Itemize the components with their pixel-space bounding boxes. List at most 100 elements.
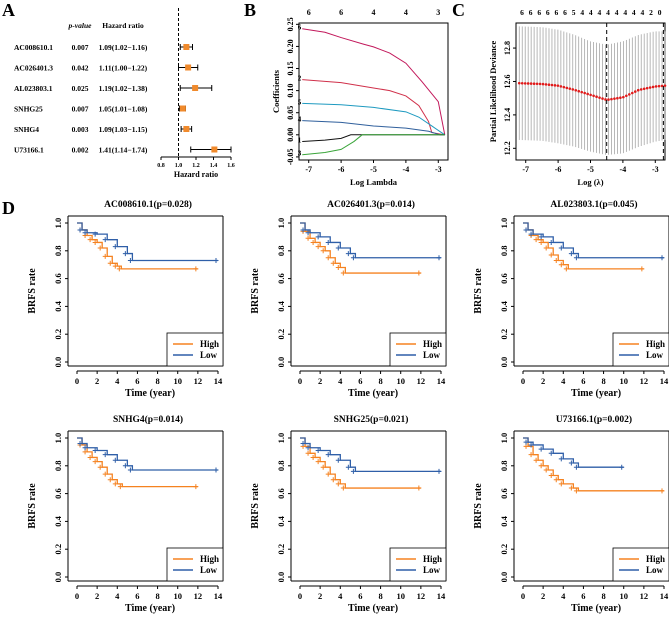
deviance-point: [630, 91, 634, 95]
deviance-point: [610, 97, 613, 101]
gene-label: U73166.1: [14, 146, 44, 155]
x-axis-label: Hazard ratio: [174, 170, 218, 179]
x-tick-label: -4: [620, 165, 627, 174]
deviance-point: [639, 88, 643, 91]
x-tick-label: 14: [437, 376, 446, 386]
top-tick-label: 4: [623, 8, 627, 17]
censor-mark: [548, 450, 554, 456]
x-tick-label: -7: [522, 165, 529, 174]
y-tick-label: 0.10: [286, 84, 295, 98]
deviance-point: [538, 82, 542, 86]
deviance-point: [660, 84, 664, 88]
top-tick-label: 5: [572, 8, 576, 17]
censor-mark: [340, 485, 346, 491]
y-tick-label: 0.8: [53, 460, 63, 471]
coefficient-path: [302, 120, 445, 136]
deviance-point: [628, 93, 631, 96]
y-tick-label: 0.2: [276, 329, 286, 340]
y-tick-label: 0.2: [53, 544, 63, 555]
p-value: 0.025: [72, 84, 89, 93]
censor-mark: [300, 441, 306, 447]
censor-mark: [310, 454, 316, 460]
censor-mark: [213, 467, 219, 473]
censor-mark: [548, 239, 554, 245]
x-tick-label: 4: [561, 591, 566, 601]
column-header-pvalue: p-value: [68, 21, 93, 30]
censor-mark: [325, 239, 331, 245]
censor-mark: [116, 266, 122, 272]
censor-mark: [87, 237, 93, 243]
censor-mark: [315, 244, 321, 250]
y-tick-label: 0.4: [53, 300, 63, 311]
path-label: 4: [298, 116, 302, 124]
x-tick-label: 8: [155, 376, 159, 386]
censor-mark: [77, 227, 83, 233]
x-tick-label: 8: [378, 591, 382, 601]
x-tick-label: 0.8: [157, 163, 165, 169]
censor-mark: [107, 260, 113, 266]
censor-mark: [340, 270, 346, 276]
panel-label-a: A: [2, 0, 15, 20]
censor-mark: [528, 231, 534, 237]
deviance-point: [619, 96, 622, 100]
censor-mark: [82, 449, 88, 455]
deviance-point: [580, 90, 584, 94]
y-tick-label: 0.6: [499, 488, 509, 499]
censor-mark: [112, 244, 118, 250]
censor-mark: [330, 477, 336, 483]
censor-mark: [335, 481, 341, 487]
y-tick-label: 0.05: [286, 106, 295, 120]
x-tick-label: 6: [135, 591, 139, 601]
x-tick-label: 10: [396, 376, 405, 386]
x-axis-label: Log (λ): [577, 177, 603, 187]
legend-box: [612, 332, 669, 367]
plot-title: U73166.1(p=0.002): [556, 414, 632, 425]
censor-mark: [558, 456, 564, 462]
deviance-point: [648, 86, 652, 89]
x-tick-label: 2: [318, 591, 322, 601]
censor-mark: [543, 467, 549, 473]
deviance-point: [595, 95, 598, 99]
plot-title: AC026401.3(p=0.014): [327, 199, 415, 210]
p-value: 0.042: [72, 64, 89, 73]
x-tick-label: 12: [194, 591, 203, 601]
y-tick-label: 0.6: [53, 488, 63, 499]
censor-mark: [315, 448, 321, 454]
deviance-point: [574, 88, 578, 92]
censor-mark: [122, 251, 128, 257]
x-tick-label: 0: [298, 376, 302, 386]
top-tick-label: 6: [529, 8, 533, 17]
y-tick-label: 0.6: [499, 273, 509, 284]
column-header-hazard-ratio: Hazard ratio: [102, 21, 144, 30]
top-tick-label: 4: [632, 8, 636, 17]
censor-mark: [538, 239, 544, 245]
censor-mark: [305, 445, 311, 451]
deviance-point: [553, 84, 557, 87]
censor-mark: [568, 460, 574, 466]
x-tick-label: 4: [115, 376, 120, 386]
x-tick-label: 2: [95, 591, 99, 601]
censor-mark: [345, 251, 351, 257]
gene-label: AC026401.3: [14, 64, 53, 73]
x-tick-label: 10: [173, 376, 182, 386]
hazard-ratio-point: [179, 105, 186, 112]
deviance-point: [636, 88, 640, 92]
gene-label: SNHG25: [14, 105, 43, 114]
censor-mark: [92, 239, 98, 245]
censor-mark: [305, 450, 311, 456]
x-axis-label: Time (year): [571, 388, 621, 399]
top-tick-label: 4: [580, 8, 584, 17]
y-axis-label: BRFS rate: [473, 483, 484, 529]
y-axis-label: Coefficients: [271, 69, 281, 113]
legend-box: [389, 332, 447, 367]
y-tick-label: 0.8: [53, 245, 63, 256]
x-tick-label: 6: [581, 591, 585, 601]
censor-mark: [573, 255, 579, 261]
deviance-point: [520, 81, 524, 85]
x-tick-label: 4: [115, 591, 120, 601]
path-label: 6: [298, 24, 302, 32]
legend-label: Low: [200, 565, 218, 575]
x-tick-label: 8: [378, 376, 382, 386]
top-tick-label: 4: [641, 8, 645, 17]
